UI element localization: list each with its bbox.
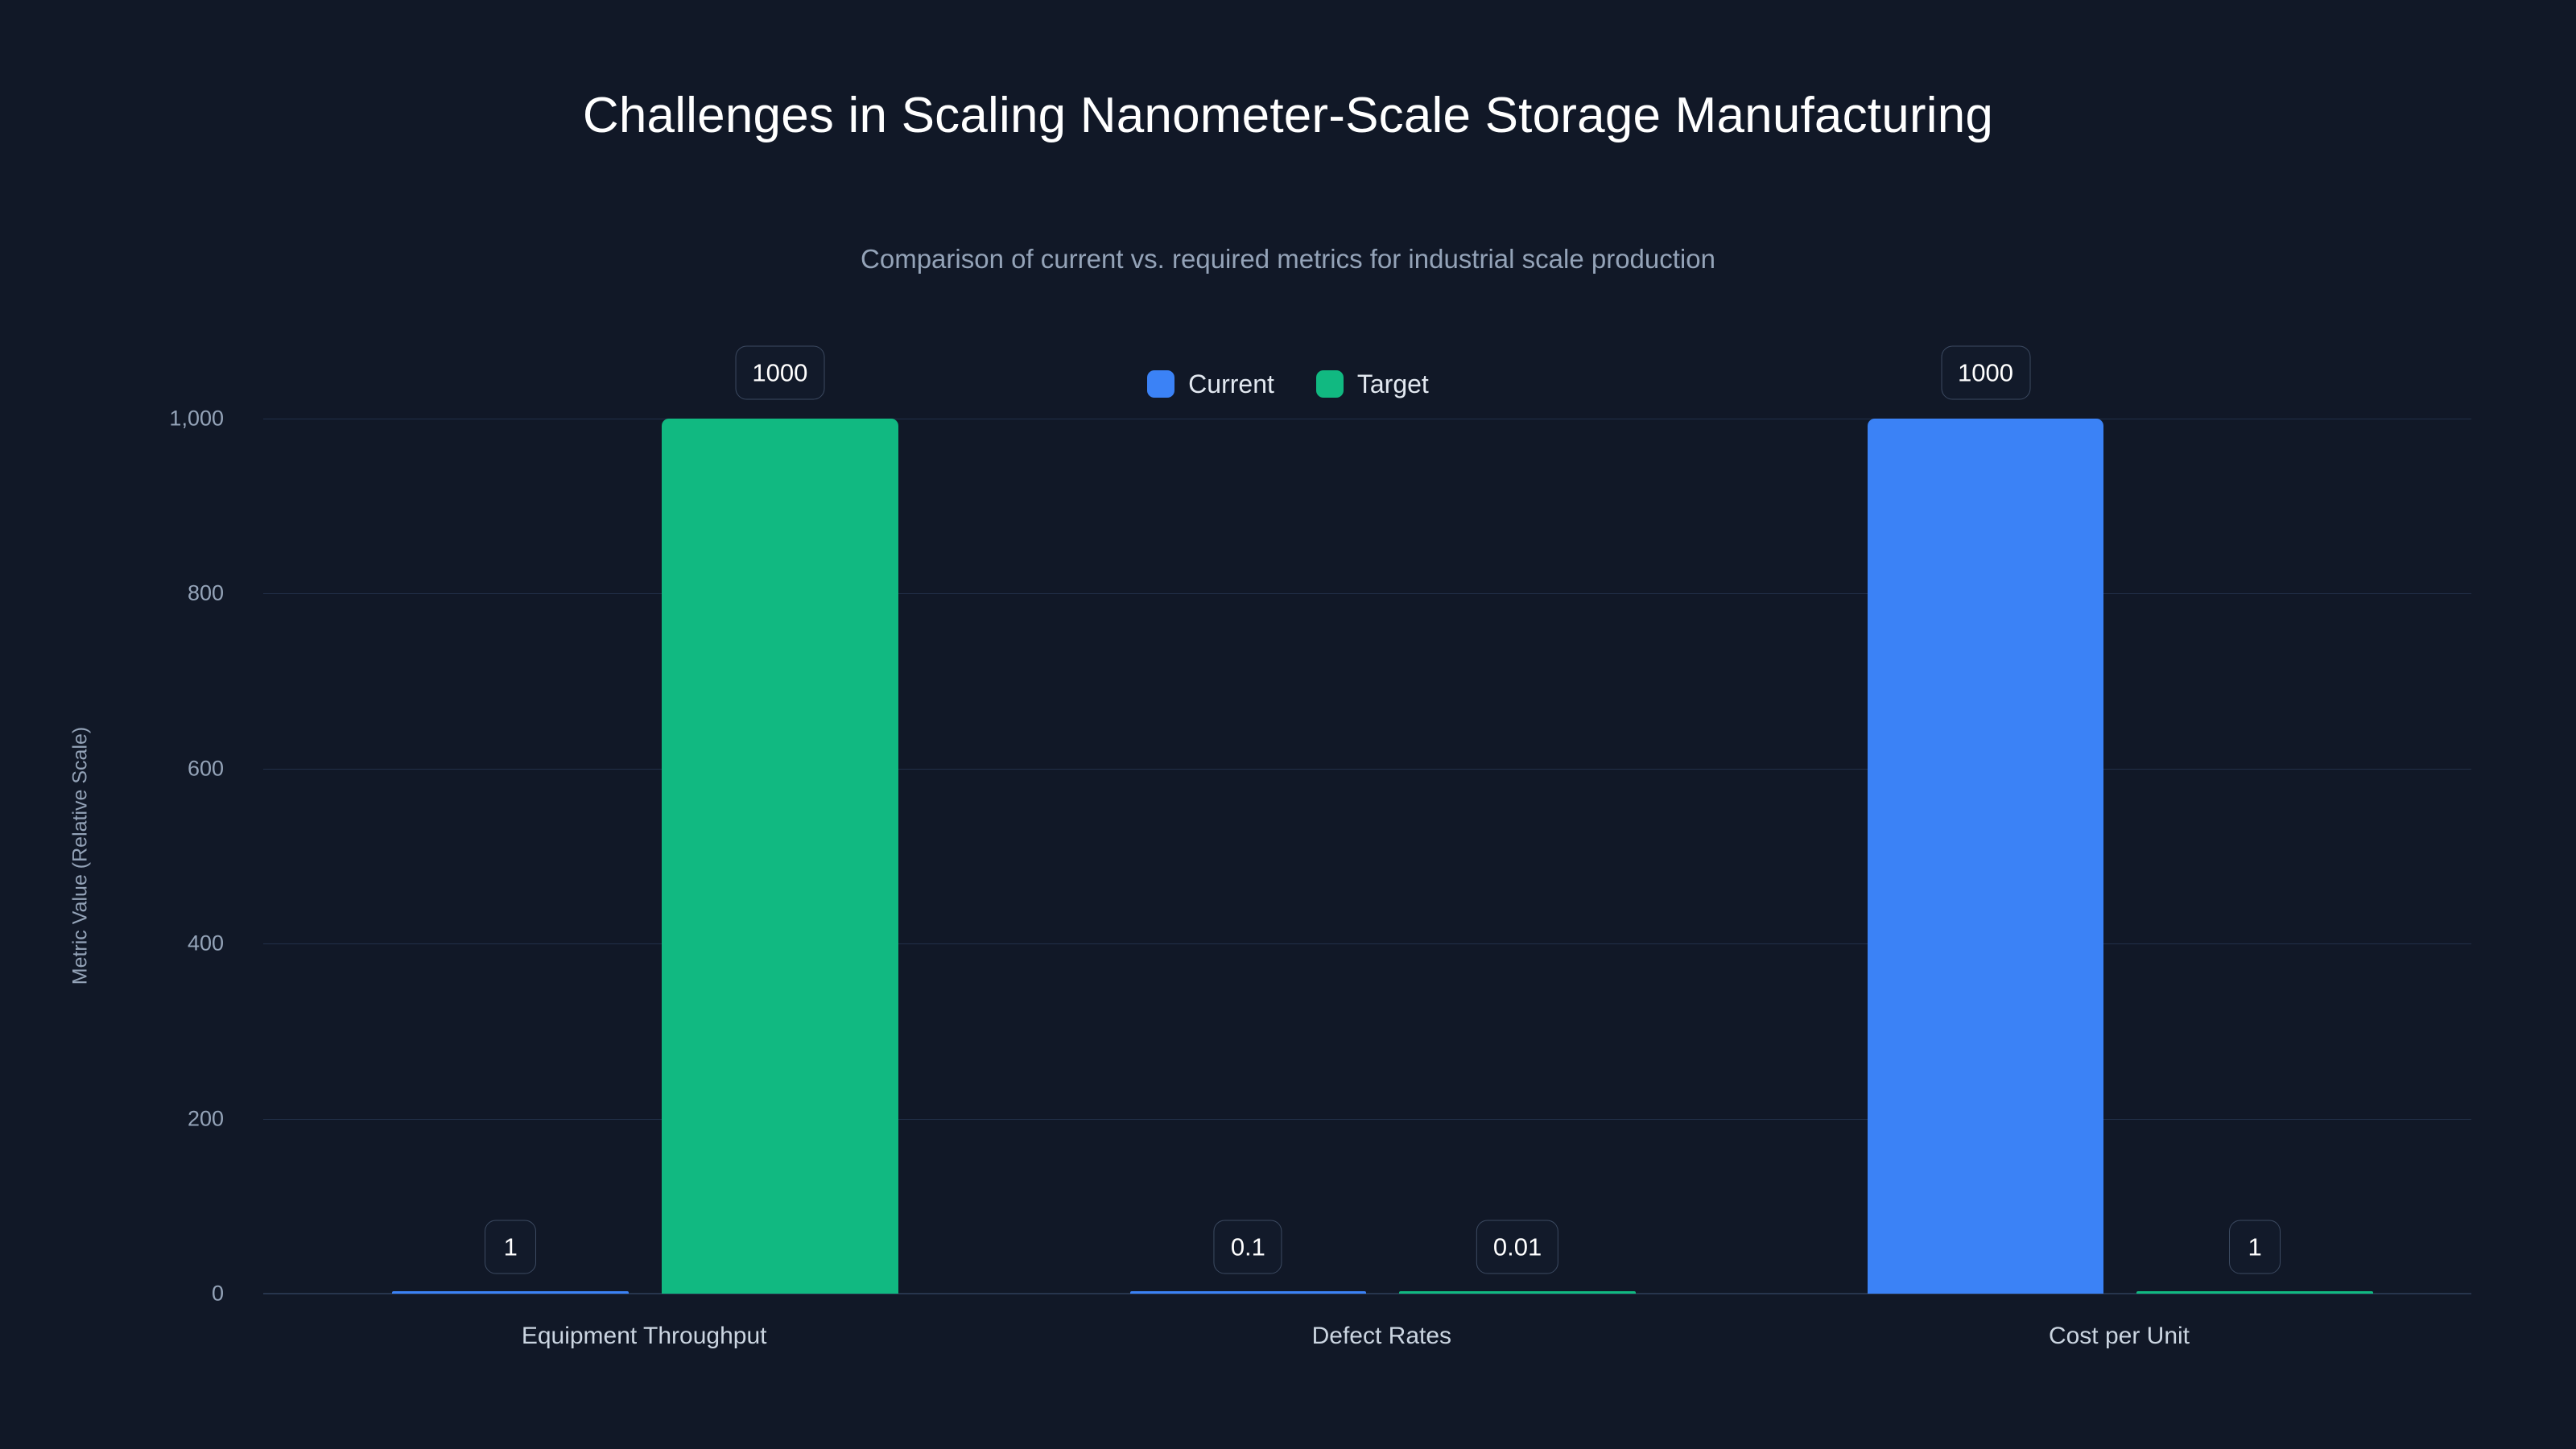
gridline-400 (263, 943, 2471, 945)
value-label-equipment-target: 1000 (735, 345, 825, 400)
gridline-800 (263, 593, 2471, 595)
value-label-equipment-current: 1 (485, 1220, 537, 1274)
gridline-600 (263, 768, 2471, 770)
bar-defect-rates-current[interactable] (1129, 1290, 1367, 1294)
y-tick-label: 1,000 (169, 406, 224, 431)
value-label-defect-target: 0.01 (1476, 1220, 1559, 1274)
chart-title: Challenges in Scaling Nanometer-Scale St… (582, 88, 1994, 143)
y-tick-label: 200 (187, 1106, 224, 1131)
plot-area (263, 419, 2471, 1294)
x-tick-label-equipment-throughput: Equipment Throughput (521, 1323, 767, 1349)
legend-label: Current (1188, 369, 1274, 398)
rounded-square-swatch-current (1147, 370, 1175, 398)
legend-item-current[interactable]: Current (1147, 370, 1274, 398)
y-tick-label: 400 (187, 931, 224, 956)
legend-label: Target (1356, 369, 1429, 398)
chart-subtitle: Comparison of current vs. required metri… (861, 244, 1715, 274)
bar-equipment-throughput-current[interactable] (392, 1290, 629, 1294)
bar-defect-rates-target[interactable] (1399, 1290, 1636, 1294)
x-tick-label-cost-per-unit: Cost per Unit (2048, 1323, 2190, 1349)
y-tick-label: 600 (187, 756, 224, 781)
chart-legend: Current Target (0, 370, 2576, 398)
rounded-square-swatch-target (1315, 370, 1344, 398)
y-axis-tick-labels: 0 200 400 600 800 1,000 (0, 407, 242, 1304)
x-axis-category-labels: Equipment Throughput Defect Rates Cost per… (263, 1324, 2471, 1364)
y-tick-label: 800 (187, 580, 224, 605)
y-tick-label: 0 (211, 1281, 224, 1306)
bar-cost-per-unit-target[interactable] (2136, 1290, 2373, 1294)
legend-item-target[interactable]: Target (1315, 369, 1429, 398)
bar-cost-per-unit-current[interactable] (1867, 419, 2104, 1294)
x-tick-label-defect-rates: Defect Rates (1311, 1323, 1452, 1349)
value-label-defect-current: 0.1 (1213, 1220, 1282, 1274)
gridline-200 (263, 1118, 2471, 1120)
x-axis-baseline (263, 1293, 2471, 1294)
bar-equipment-throughput-target[interactable] (662, 419, 898, 1294)
value-label-cost-current: 1000 (1941, 345, 2031, 400)
value-label-cost-target: 1 (2229, 1220, 2281, 1274)
